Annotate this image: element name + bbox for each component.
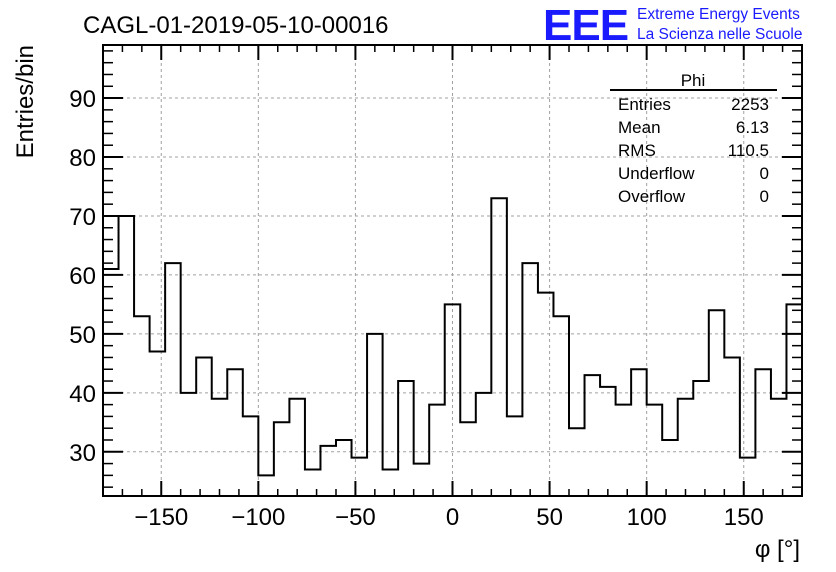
grid xyxy=(103,45,802,496)
histogram-bin xyxy=(429,405,445,496)
stats-label: Overflow xyxy=(618,187,686,206)
y-tick-label: 60 xyxy=(69,263,96,290)
histogram-bin xyxy=(227,369,243,496)
histogram-bin xyxy=(150,352,166,496)
eee-logo-line1: Extreme Energy Events xyxy=(637,6,800,23)
histogram-bin xyxy=(212,399,228,496)
x-axis-label: φ [°] xyxy=(755,536,800,563)
stats-label: Underflow xyxy=(618,164,695,183)
histogram-line xyxy=(103,197,802,477)
histogram-bin xyxy=(103,269,119,496)
histogram-bin xyxy=(476,393,492,496)
y-tick-label: 30 xyxy=(69,440,96,467)
x-tick-labels: −150 −100 −50 0 50 100 150 xyxy=(134,504,764,531)
histogram-bin xyxy=(662,440,678,496)
stats-value: 0 xyxy=(760,164,769,183)
stats-label: Mean xyxy=(618,118,661,137)
eee-logo-mark: EEE xyxy=(543,1,628,50)
stats-value: 0 xyxy=(760,187,769,206)
eee-logo: EEE Extreme Energy Events La Scienza nel… xyxy=(543,1,802,50)
stats-rows: Entries 2253 Mean 6.13 RMS 110.5 Underflow 0 Ove… xyxy=(618,95,769,206)
histogram-bin xyxy=(258,475,274,496)
x-tick-label: 150 xyxy=(724,504,764,531)
x-tick-label: −100 xyxy=(231,504,285,531)
histogram-bin xyxy=(181,393,197,496)
histogram-bin xyxy=(398,381,414,496)
x-tick-label: 50 xyxy=(536,504,563,531)
histogram-bin xyxy=(678,399,694,496)
histogram-bin xyxy=(445,304,461,496)
histogram-bin xyxy=(600,387,616,496)
histogram-bin xyxy=(289,399,305,496)
y-tick-label: 70 xyxy=(69,204,96,231)
histogram-bin xyxy=(553,316,569,496)
histogram-bin xyxy=(755,369,771,496)
histogram-bin xyxy=(305,469,321,496)
histogram-bin xyxy=(585,375,601,496)
histogram-bin xyxy=(724,357,740,496)
histogram-bin xyxy=(740,458,756,496)
histogram-bin xyxy=(709,310,725,496)
stats-value: 2253 xyxy=(731,95,769,114)
x-tick-label: −150 xyxy=(134,504,188,531)
eee-logo-line2: La Scienza nelle Scuole xyxy=(637,26,802,43)
axis-ticks xyxy=(103,45,802,496)
stats-value: 110.5 xyxy=(728,141,769,160)
histogram-bin xyxy=(367,334,383,496)
histogram-bin xyxy=(522,263,538,496)
y-tick-label: 90 xyxy=(69,86,96,113)
y-tick-labels: 30 40 50 60 70 80 90 xyxy=(69,86,96,467)
histogram-bin xyxy=(274,422,290,496)
x-tick-label: 0 xyxy=(446,504,459,531)
histogram-bins xyxy=(103,198,802,496)
chart-title: CAGL-01-2019-05-10-00016 xyxy=(83,12,389,39)
y-tick-label: 40 xyxy=(69,381,96,408)
histogram-bin xyxy=(414,464,430,496)
histogram-bin xyxy=(507,416,523,496)
stats-box: Phi Entries 2253 Mean 6.13 RMS 110.5 Underflow… xyxy=(610,71,777,206)
histogram-bin xyxy=(631,369,647,496)
histogram-bin xyxy=(336,440,352,496)
stats-value: 6.13 xyxy=(736,118,769,137)
histogram-bin xyxy=(538,293,554,496)
histogram-bin xyxy=(119,216,135,496)
x-tick-label: −50 xyxy=(335,504,376,531)
histogram-bin xyxy=(491,198,507,496)
histogram-bin xyxy=(693,381,709,496)
x-tick-label: 100 xyxy=(627,504,667,531)
histogram-bin xyxy=(616,405,632,496)
stats-title: Phi xyxy=(681,71,706,90)
histogram-bin xyxy=(196,357,212,496)
histogram-bin xyxy=(647,405,663,496)
histogram-bin xyxy=(352,458,368,496)
y-tick-label: 80 xyxy=(69,145,96,172)
stats-label: Entries xyxy=(618,95,671,114)
histogram-bin xyxy=(460,422,476,496)
histogram-bin xyxy=(320,446,336,496)
histogram-bin xyxy=(383,469,399,496)
histogram-bin xyxy=(771,399,787,496)
y-axis-label: Entries/bin xyxy=(12,45,39,158)
y-tick-label: 50 xyxy=(69,322,96,349)
histogram-bin xyxy=(165,263,181,496)
histogram-bin xyxy=(243,416,259,496)
histogram-bin xyxy=(134,316,150,496)
histogram-bin xyxy=(569,428,585,496)
stats-label: RMS xyxy=(618,141,656,160)
